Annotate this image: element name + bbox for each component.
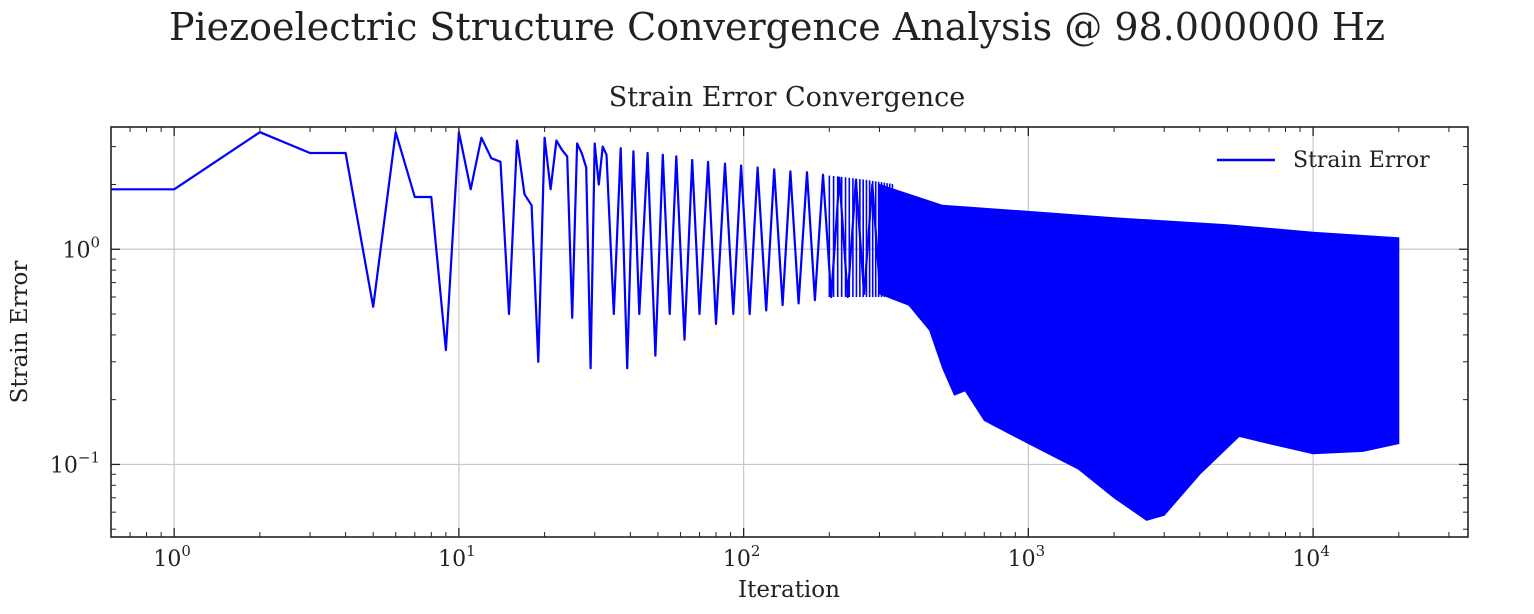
y-tick-label-1: 10−1 bbox=[50, 448, 100, 478]
chart-subtitle: Strain Error Convergence bbox=[609, 82, 965, 113]
x-tick-label-3: 103 bbox=[1008, 542, 1046, 572]
series-0-dense-band bbox=[879, 183, 1400, 521]
x-tick-label-4: 104 bbox=[1292, 542, 1330, 572]
x-tick-label-2: 102 bbox=[723, 542, 761, 572]
plot-area bbox=[111, 131, 1400, 521]
y-axis-label: Strain Error bbox=[7, 261, 33, 404]
series-0-line bbox=[111, 131, 882, 370]
legend-label: Strain Error bbox=[1293, 148, 1430, 173]
plot-frame bbox=[110, 126, 1469, 538]
x-tick-label-1: 101 bbox=[438, 542, 476, 572]
x-axis-label: Iteration bbox=[738, 577, 840, 603]
y-tick-label-0: 100 bbox=[62, 233, 100, 263]
x-tick-label-0: 100 bbox=[153, 542, 191, 572]
x-tick-labels: 100 101 102 103 104 bbox=[153, 542, 1329, 572]
legend: Strain Error bbox=[1217, 148, 1430, 173]
chart-title: Piezoelectric Structure Convergence Anal… bbox=[169, 5, 1385, 49]
y-tick-labels: 100 10−1 bbox=[50, 233, 100, 478]
